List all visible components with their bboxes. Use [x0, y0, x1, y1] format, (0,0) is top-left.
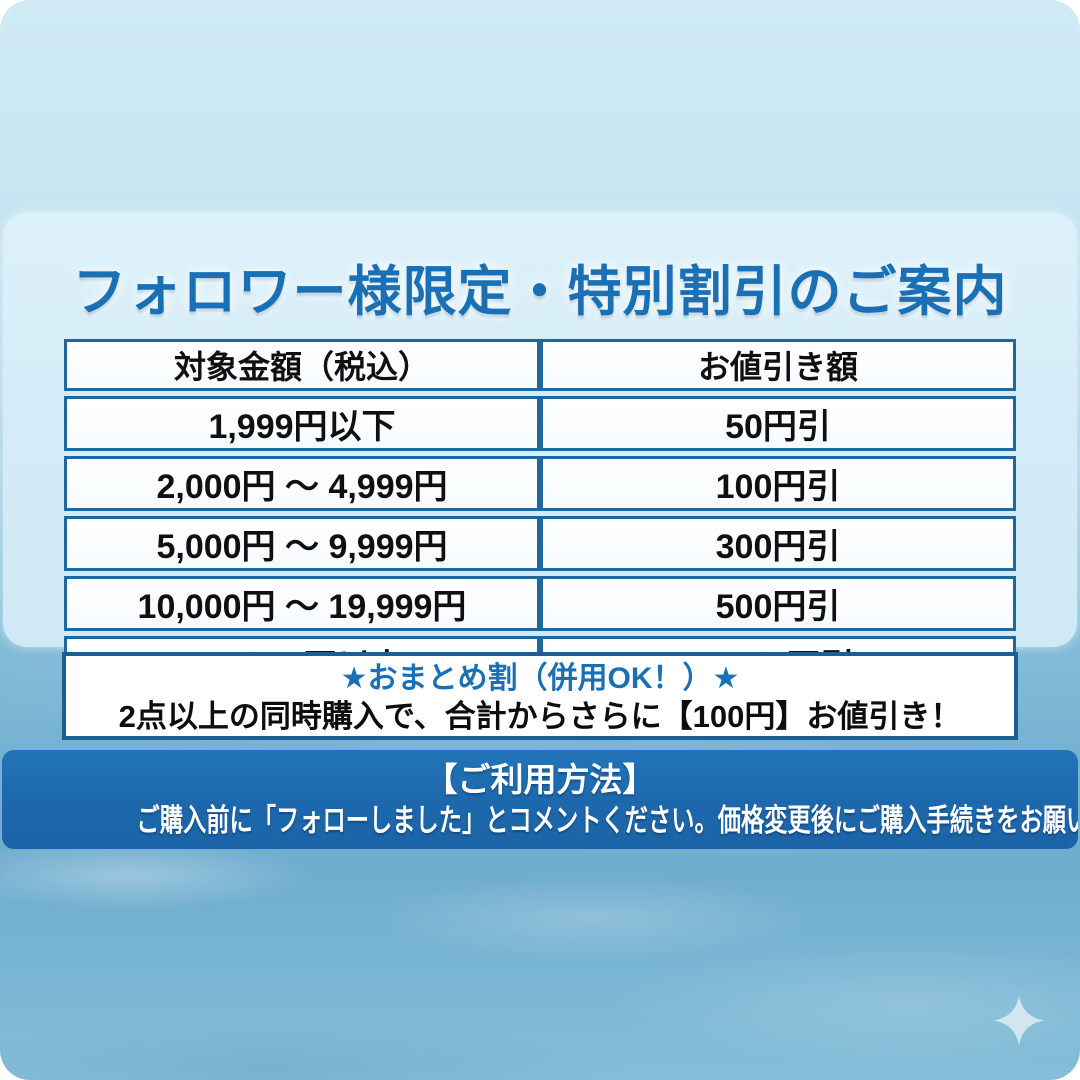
table-row: 1,999円以下 50円引 — [64, 396, 1016, 451]
column-header-discount: お値引き額 — [540, 339, 1016, 391]
bundle-detail: 2点以上の同時購入で、合計からさらに【100円】お値引き！ — [118, 699, 962, 734]
discount-table: 対象金額（税込） お値引き額 1,999円以下 50円引 2,000円 ～ 4,… — [64, 334, 1016, 696]
bundle-discount-box: ★おまとめ割（併用OK！）★ 2点以上の同時購入で、合計からさらに【100円】お… — [62, 652, 1018, 740]
discount-cell: 500円引 — [540, 576, 1016, 631]
amount-cell: 2,000円 ～ 4,999円 — [64, 456, 540, 511]
usage-heading: 【ご利用方法】 — [424, 761, 656, 798]
amount-cell: 5,000円 ～ 9,999円 — [64, 516, 540, 571]
amount-cell: 10,000円 ～ 19,999円 — [64, 576, 540, 631]
table-row: 5,000円 ～ 9,999円 300円引 — [64, 516, 1016, 571]
column-header-amount: 対象金額（税込） — [64, 339, 540, 391]
discount-cell: 100円引 — [540, 456, 1016, 511]
usage-body: ご購入前に「フォローしました」とコメントください。価格変更後にご購入手続きをお願… — [136, 803, 1079, 838]
table-header-row: 対象金額（税込） お値引き額 — [64, 339, 1016, 391]
usage-banner: 【ご利用方法】 ご購入前に「フォローしました」とコメントください。価格変更後にご… — [2, 750, 1078, 849]
table-row: 10,000円 ～ 19,999円 500円引 — [64, 576, 1016, 631]
discount-cell: 50円引 — [540, 396, 1016, 451]
amount-cell: 1,999円以下 — [64, 396, 540, 451]
bundle-headline: ★おまとめ割（併用OK！）★ — [340, 662, 740, 695]
sparkle-icon — [993, 994, 1045, 1047]
page-title: フォロワー様限定・特別割引のご案内 — [72, 262, 1008, 322]
discount-cell: 300円引 — [540, 516, 1016, 571]
table-row: 2,000円 ～ 4,999円 100円引 — [64, 456, 1016, 511]
